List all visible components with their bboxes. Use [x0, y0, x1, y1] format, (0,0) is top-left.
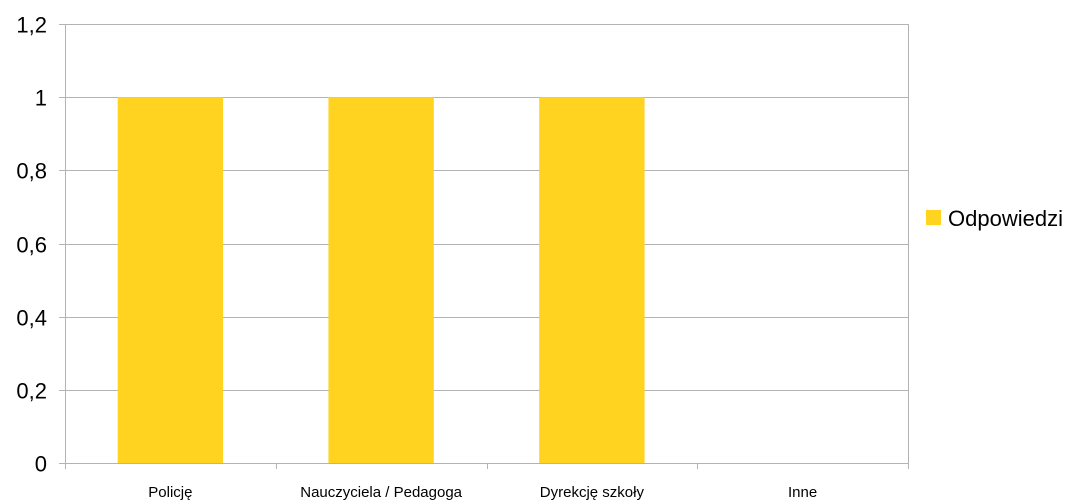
y-tick-label: 1 — [35, 86, 47, 111]
y-tick-label: 0,2 — [16, 379, 47, 404]
x-tick-label: Inne — [788, 484, 817, 501]
y-tick-label: 0,6 — [16, 233, 47, 258]
y-tick-label: 0,8 — [16, 159, 47, 184]
legend: Odpowiedzi — [926, 206, 1063, 231]
bar-2 — [539, 97, 645, 464]
bar-1 — [328, 97, 434, 464]
legend-swatch-odpowiedzi — [926, 210, 941, 225]
axes — [65, 24, 909, 469]
bars — [117, 97, 645, 464]
bar-0 — [117, 97, 224, 464]
y-tick-labels: 0 0,2 0,4 0,6 0,8 1 1,2 — [16, 13, 47, 477]
x-tick-labels: Policję Nauczyciela / Pedagoga Dyrekcję sz… — [148, 484, 817, 501]
y-tick-label: 0,4 — [16, 306, 47, 331]
x-tick-label: Dyrekcję szkoły — [540, 484, 645, 501]
x-tick-label: Policję — [148, 484, 192, 501]
y-tick-label: 0 — [35, 452, 47, 477]
x-tick-label: Nauczyciela / Pedagoga — [300, 484, 462, 501]
legend-label-odpowiedzi: Odpowiedzi — [948, 206, 1063, 231]
y-tick-label: 1,2 — [16, 13, 47, 38]
